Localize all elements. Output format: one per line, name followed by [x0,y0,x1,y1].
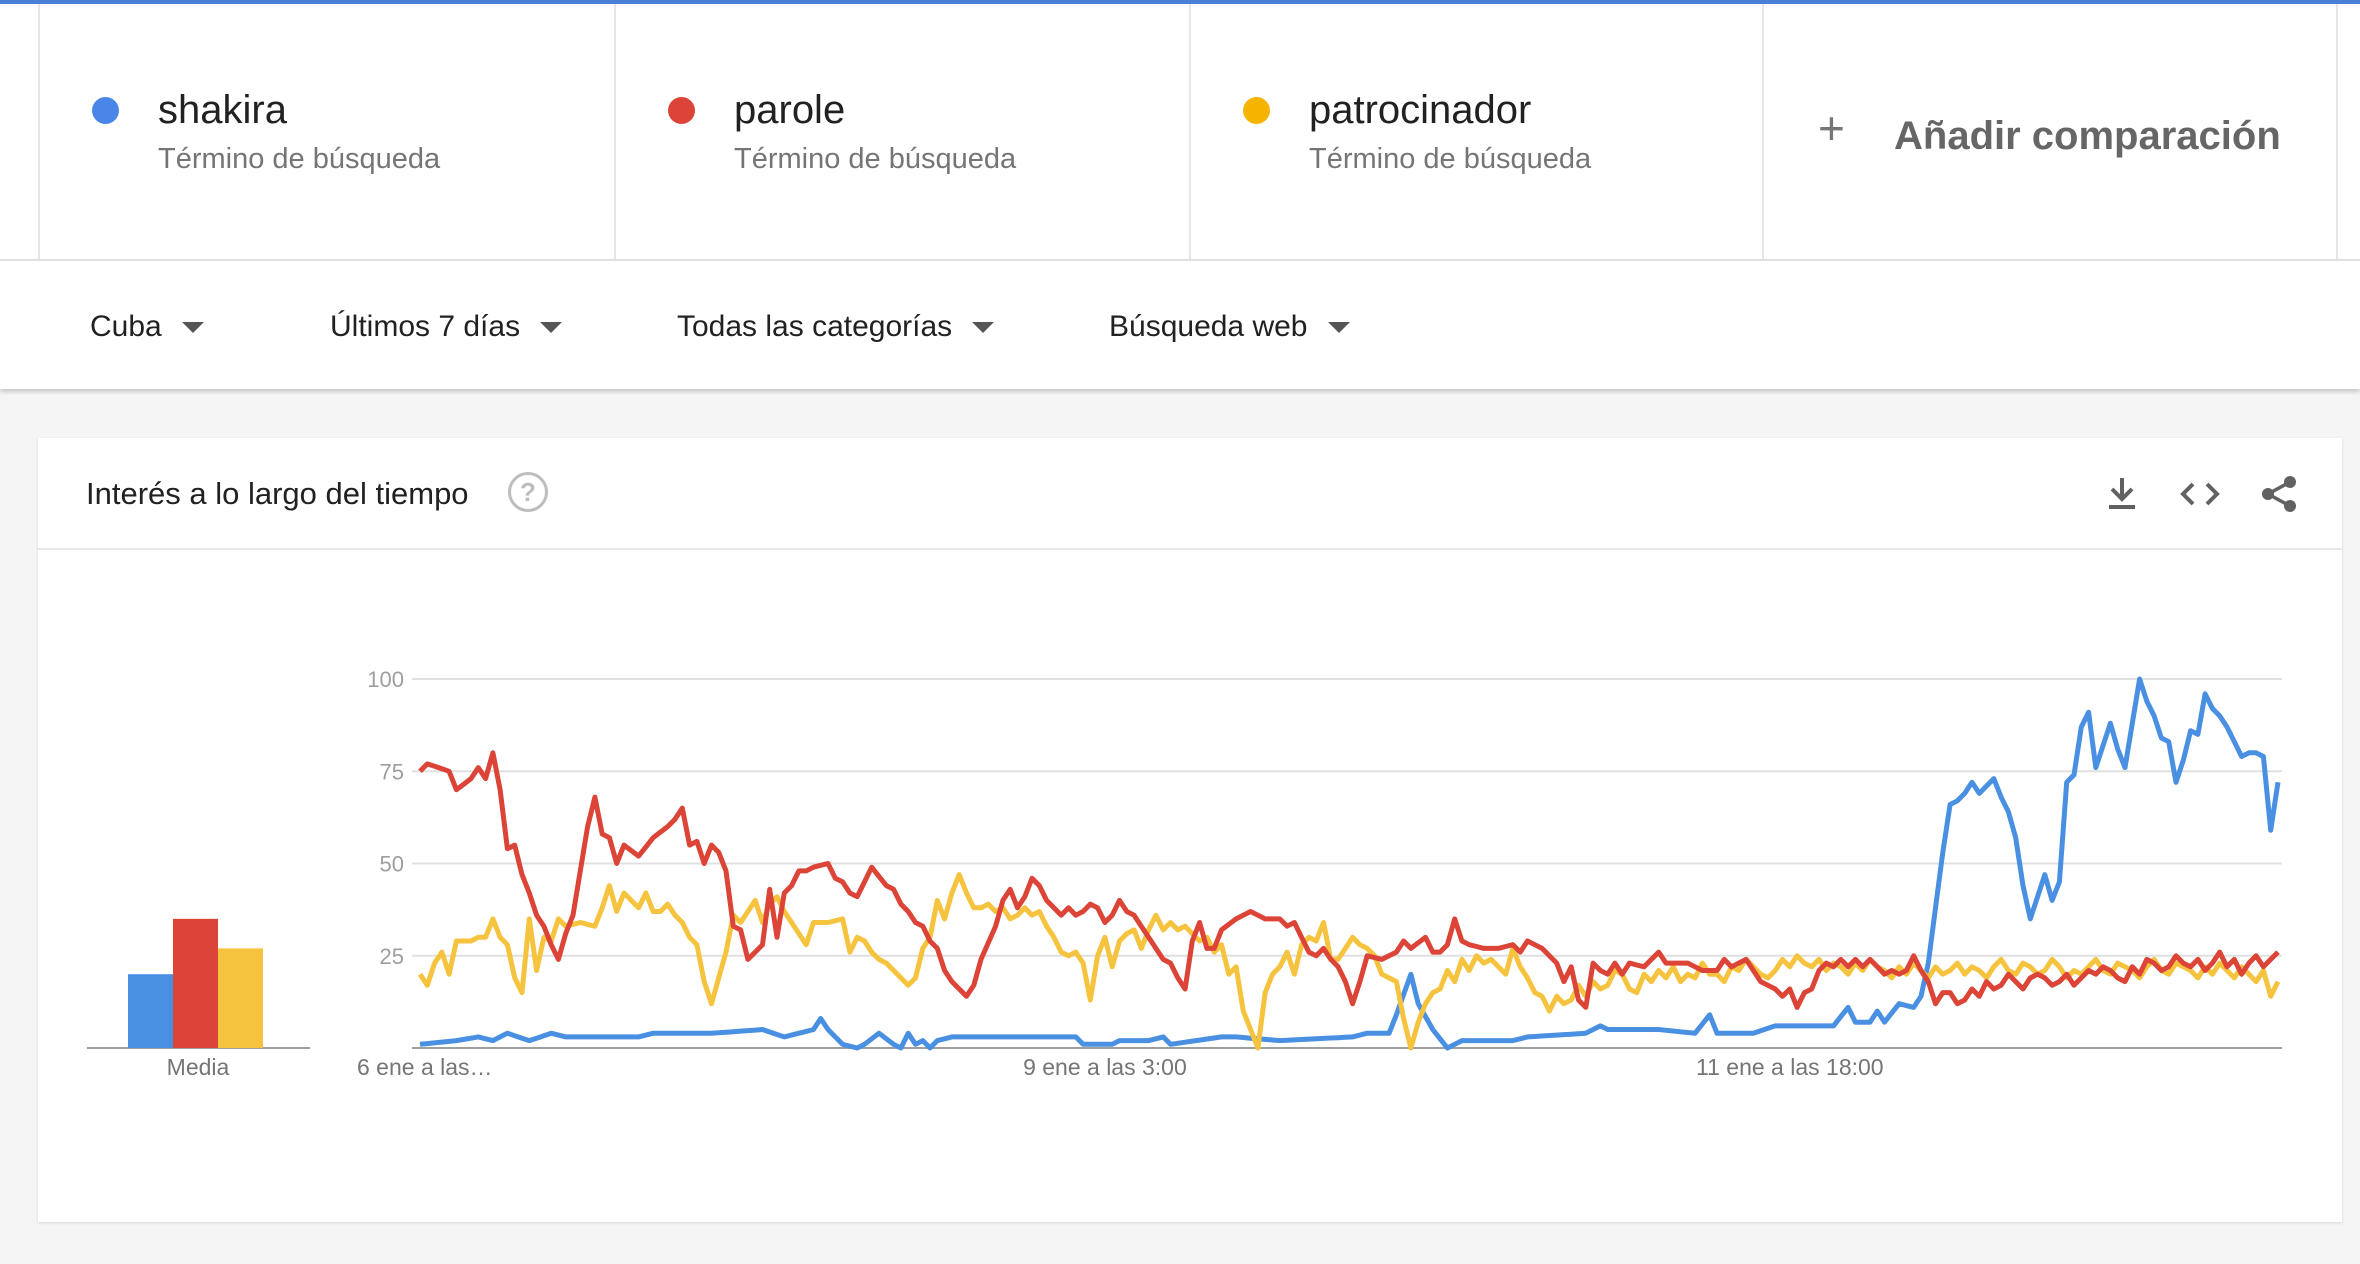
term-kind: Término de búsqueda [734,143,1017,175]
card-header: Interés a lo largo del tiempo ? [38,438,2342,550]
x-tick-label: 11 ene a las 18:00 [1696,1054,1884,1080]
average-label: Media [167,1054,230,1080]
term-color-dot [1243,97,1270,124]
term-color-dot [92,97,119,124]
y-tick-label: 25 [380,944,404,969]
download-icon[interactable] [2100,474,2144,514]
share-icon[interactable] [2258,474,2302,514]
average-bar-parole [173,918,218,1048]
y-tick-label: 50 [380,852,404,877]
filter-label: Cuba [90,310,162,343]
caret-down-icon [181,321,204,333]
top-accent-bar [0,0,2360,4]
average-bar-shakira [128,974,173,1048]
caret-down-icon [540,321,563,333]
filter-label: Últimos 7 días [330,310,521,343]
embed-code-icon[interactable] [2178,474,2222,514]
comparison-bar: shakira Término de búsqueda parole Térmi… [0,4,2360,259]
plus-icon: + [1818,102,1845,154]
series-line-shakira [419,676,2281,1051]
filter-time-dropdown[interactable]: Últimos 7 días [330,305,563,349]
add-comparison-button[interactable]: + Añadir comparación [1762,4,2338,259]
x-tick-label: 6 ene a las… [357,1054,493,1080]
term-color-dot [668,97,695,124]
card-title: Interés a lo largo del tiempo [86,476,469,511]
term-kind: Término de búsqueda [1309,143,1592,175]
y-tick-label: 75 [380,759,404,784]
series-line-parole [418,750,2280,1010]
filter-category-dropdown[interactable]: Todas las categorías [677,305,995,349]
help-circle-icon[interactable]: ? [508,472,548,512]
average-bar-patrocinador [218,948,263,1048]
interest-over-time-card: Interés a lo largo del tiempo ? [38,438,2342,1222]
series-line-patrocinador [417,872,2281,1051]
filters-bar: Cuba Últimos 7 días Todas las categorías… [0,259,2360,389]
term-name[interactable]: patrocinador [1309,88,1532,132]
y-tick-label: 100 [367,667,404,692]
term-card-patrocinador[interactable]: patrocinador Término de búsqueda [1189,4,1762,259]
filter-search-type-dropdown[interactable]: Búsqueda web [1109,305,1350,349]
term-card-shakira[interactable]: shakira Término de búsqueda [38,4,614,259]
caret-down-icon [1327,321,1350,333]
term-kind: Término de búsqueda [158,143,441,175]
term-name[interactable]: shakira [158,88,287,132]
add-comparison-label: Añadir comparación [1894,114,2281,158]
term-name[interactable]: parole [734,88,846,132]
interest-line-chart: 100 75 50 25 6 ene a las… 9 ene a las 3:00 11 … [87,667,2282,1080]
caret-down-icon [972,321,995,333]
filter-region-dropdown[interactable]: Cuba [90,305,204,349]
x-tick-label: 9 ene a las 3:00 [1023,1054,1187,1080]
term-card-parole[interactable]: parole Término de búsqueda [614,4,1189,259]
filter-label: Búsqueda web [1109,310,1308,343]
filter-label: Todas las categorías [677,310,953,343]
